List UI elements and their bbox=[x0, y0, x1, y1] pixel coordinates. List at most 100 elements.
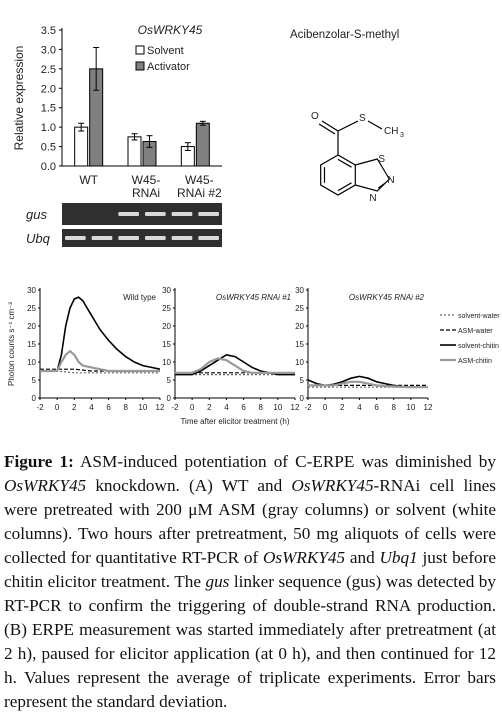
atom-n: N bbox=[387, 175, 394, 186]
y-tick-label: 30 bbox=[162, 286, 171, 295]
atom-s-ring: S bbox=[378, 154, 385, 165]
y-tick-label: 5 bbox=[300, 376, 305, 385]
x-tick-label: 12 bbox=[424, 403, 433, 412]
gel-band bbox=[91, 236, 113, 240]
y-tick-label: 10 bbox=[27, 358, 36, 367]
y-tick-label: 5 bbox=[167, 376, 172, 385]
gel-band bbox=[145, 212, 166, 216]
legend-label: Solvent bbox=[147, 45, 184, 57]
benzene-ring bbox=[320, 154, 356, 196]
line-ASM-chitin bbox=[308, 380, 428, 389]
line-ASM-chitin bbox=[175, 357, 295, 374]
category-label: WT bbox=[79, 173, 98, 187]
caption-text: knockdown. (A) WT and bbox=[86, 476, 292, 495]
x-tick-label: 4 bbox=[357, 403, 362, 412]
y-tick-label: 15 bbox=[295, 340, 304, 349]
y-tick-label: 20 bbox=[27, 322, 36, 331]
x-tick-label: -2 bbox=[304, 403, 312, 412]
x-tick-label: 4 bbox=[89, 403, 94, 412]
y-tick-label: 20 bbox=[295, 322, 304, 331]
gel-band bbox=[198, 236, 219, 240]
panel-title: OsWRKY45 RNAi #2 bbox=[349, 293, 425, 302]
gel-band bbox=[118, 236, 139, 240]
legend-label: Activator bbox=[147, 61, 190, 73]
gel-ubq bbox=[62, 229, 222, 247]
y-tick-label: 2.0 bbox=[41, 83, 56, 95]
caption-italic-term: gus bbox=[205, 572, 230, 591]
bond bbox=[337, 120, 359, 132]
y-tick-label: 0.5 bbox=[41, 142, 56, 154]
y-tick-label: 0 bbox=[32, 394, 37, 403]
line-ASM-chitin bbox=[40, 349, 160, 373]
gel-gus bbox=[62, 203, 222, 225]
caption-italic-term: OsWRKY45 bbox=[4, 476, 87, 495]
y-tick-label: 25 bbox=[27, 304, 36, 313]
caption-body: ASM-induced potentiation of C-ERPE was d… bbox=[4, 452, 496, 711]
y-tick-label: 3.0 bbox=[41, 44, 56, 56]
panel-title: Wild type bbox=[123, 293, 156, 302]
ring-double-bond bbox=[337, 182, 352, 192]
legend-label: ASM-water bbox=[458, 328, 493, 335]
n-n-double-bond bbox=[377, 182, 386, 189]
category-label: W45- bbox=[185, 173, 214, 187]
atom-o: O bbox=[311, 111, 319, 122]
x-tick-label: 12 bbox=[156, 403, 165, 412]
carbonyl-bond bbox=[318, 123, 336, 135]
x-tick-label: 10 bbox=[138, 403, 147, 412]
carbonyl-bond bbox=[321, 120, 339, 132]
y-tick-label: 10 bbox=[162, 358, 171, 367]
x-tick-label: 8 bbox=[258, 403, 263, 412]
gel-label: gus bbox=[26, 207, 47, 222]
y-tick-label: 25 bbox=[295, 304, 304, 313]
x-tick-label: 0 bbox=[190, 403, 195, 412]
category-label: RNAi #2 bbox=[177, 186, 222, 200]
x-tick-label: 12 bbox=[291, 403, 300, 412]
gel-label: Ubq bbox=[26, 231, 51, 246]
y-axis-label: Photon counts s⁻¹ cm⁻² bbox=[7, 302, 16, 386]
x-tick-label: 2 bbox=[340, 403, 345, 412]
y-tick-label: 20 bbox=[162, 322, 171, 331]
x-tick-label: 8 bbox=[123, 403, 128, 412]
y-tick-label: 30 bbox=[295, 286, 304, 295]
x-tick-label: -2 bbox=[36, 403, 44, 412]
caption-text: and bbox=[345, 548, 380, 567]
y-tick-label: 3.5 bbox=[41, 25, 56, 37]
line-solvent-chitin bbox=[40, 296, 161, 372]
atom-n: N bbox=[369, 193, 376, 204]
x-tick-label: 10 bbox=[406, 403, 415, 412]
x-tick-label: 6 bbox=[241, 403, 246, 412]
y-tick-label: 15 bbox=[27, 340, 36, 349]
caption-text: -RNAi cell lines were pretreated with 20… bbox=[4, 476, 496, 567]
y-tick-label: 5 bbox=[32, 376, 37, 385]
category-label: RNAi bbox=[132, 186, 160, 200]
gel-band bbox=[198, 212, 219, 216]
caption-text: ASM-induced potentiation of C-ERPE was d… bbox=[73, 452, 496, 471]
legend-label: solvent-chitin bbox=[458, 343, 499, 350]
caption-text: just before chitin elicitor treatment. T… bbox=[4, 548, 496, 591]
line-ASM-water bbox=[40, 368, 160, 372]
x-tick-label: 2 bbox=[72, 403, 77, 412]
x-tick-label: -2 bbox=[171, 403, 179, 412]
atom-s: S bbox=[359, 113, 366, 124]
rt-pcr-gels: gus Ubq bbox=[26, 203, 222, 247]
x-axis-label: Time after elicitor treatment (h) bbox=[180, 417, 289, 426]
x-tick-label: 8 bbox=[391, 403, 396, 412]
x-tick-label: 0 bbox=[323, 403, 328, 412]
y-tick-label: 30 bbox=[27, 286, 36, 295]
y-tick-label: 2.5 bbox=[41, 64, 56, 76]
x-tick-label: 6 bbox=[374, 403, 379, 412]
x-tick-label: 4 bbox=[224, 403, 229, 412]
category-label: W45- bbox=[132, 173, 161, 187]
y-tick-label: 0.0 bbox=[41, 161, 56, 173]
y-tick-label: 0 bbox=[167, 394, 172, 403]
bar-solvent bbox=[74, 126, 89, 167]
legend-label: ASM-chitin bbox=[458, 358, 492, 365]
legend-swatch bbox=[135, 45, 145, 55]
compound-name: Acibenzolar-S-methyl bbox=[290, 29, 399, 41]
caption-italic-term: OsWRKY45 bbox=[291, 476, 374, 495]
caption-lead: Figure 1: bbox=[4, 452, 74, 471]
bar-activator bbox=[195, 122, 210, 167]
bar-chart-oswrky45: 0.0 0.5 1.0 1.5 2.0 2.5 3.0 3.5 Relative express… bbox=[12, 23, 222, 200]
